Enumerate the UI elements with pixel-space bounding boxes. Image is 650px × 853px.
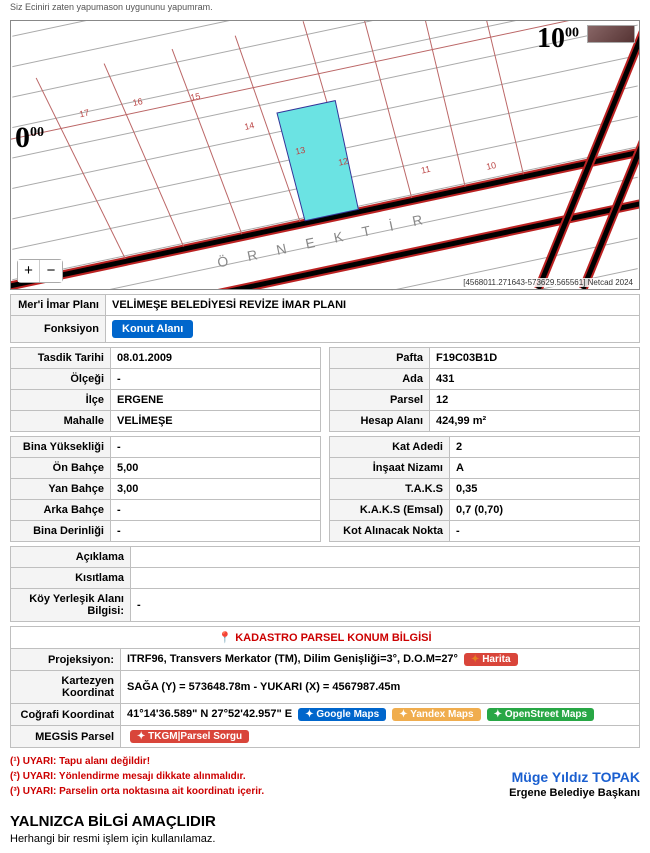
table-val: 431 [430,369,640,390]
plan-table: Mer'i İmar Planı VELİMEŞE BELEDİYESİ REV… [10,294,640,343]
table-val: 3,00 [111,479,321,500]
table-lbl: Tasdik Tarihi [11,348,111,369]
table-val: - [111,521,321,542]
tkgm-pill[interactable]: ✦ TKGM|Parsel Sorgu [130,730,249,743]
proj-lbl: Projeksiyon: [11,649,121,671]
kart-val: SAĞA (Y) = 573648.78m - YUKARI (X) = 456… [121,671,640,704]
map-label-0: 000 [15,121,44,155]
table-val: - [111,500,321,521]
details-left-2: Bina Yüksekliği- Ön Bahçe5,00 Yan Bahçe3… [10,436,321,542]
meri-label: Mer'i İmar Planı [11,295,106,316]
kart-lbl: Kartezyen Koordinat [11,671,121,704]
google-maps-pill[interactable]: ✦ Google Maps [298,708,386,721]
table-lbl: İlçe [11,390,111,411]
table-val: 0,7 (0,70) [450,500,640,521]
location-icon: 📍 [218,632,232,644]
disclaimer-heading: YALNIZCA BİLGİ AMAÇLIDIR [10,813,640,830]
table-val: 2 [450,437,640,458]
proj-val: ITRF96, Transvers Merkator (TM), Dilim G… [121,649,640,671]
map-panel[interactable]: Ö R N E K T İ R 17 16 15 14 13 12 11 10 … [10,20,640,290]
table-lbl: Ön Bahçe [11,458,111,479]
details-left-1: Tasdik Tarihi08.01.2009 Ölçeği- İlçeERGE… [10,347,321,432]
map-thumbnail[interactable] [587,25,635,43]
table-val: ERGENE [111,390,321,411]
table-lbl: Yan Bahçe [11,479,111,500]
harita-pill[interactable]: ✦ Harita [464,653,518,666]
top-status-text: Siz Eciniri zaten yapumason uygununu yap… [10,2,640,12]
coord-val: 41°14'36.589" N 27°52'42.957" E ✦ Google… [121,704,640,726]
map-svg: Ö R N E K T İ R 17 16 15 14 13 12 11 10 … [11,21,639,289]
extra-table: Açıklama Kısıtlama Köy Yerleşik Alanı Bi… [10,546,640,622]
table-lbl: Ada [330,369,430,390]
osm-pill[interactable]: ✦ OpenStreet Maps [487,708,594,721]
table-val [131,547,640,568]
table-val: A [450,458,640,479]
table-val: 08.01.2009 [111,348,321,369]
table-val: F19C03B1D [430,348,640,369]
table-val [131,568,640,589]
table-val: - [111,369,321,390]
details-right-2: Kat Adedi2 İnşaat NizamıA T.A.K.S0,35 K.… [329,436,640,542]
map-label-10: 1000 [537,23,579,55]
fonksiyon-cell: Konut Alanı [106,316,640,343]
signer-name: Müge Yıldız TOPAK [509,769,640,785]
table-lbl: K.A.K.S (Emsal) [330,500,450,521]
cadastre-header: 📍 KADASTRO PARSEL KONUM BİLGİSİ [11,627,640,649]
signer-title: Ergene Belediye Başkanı [509,787,640,799]
table-lbl: T.A.K.S [330,479,450,500]
table-val: 424,99 m² [430,411,640,432]
disclaimer: YALNIZCA BİLGİ AMAÇLIDIR Herhangi bir re… [10,813,640,845]
table-lbl: Pafta [330,348,430,369]
cadastre-table: 📍 KADASTRO PARSEL KONUM BİLGİSİ Projeksi… [10,626,640,748]
fonksiyon-badge[interactable]: Konut Alanı [112,320,193,338]
megsis-lbl: MEGSİS Parsel [11,726,121,748]
table-val: - [111,437,321,458]
table-lbl: Parsel [330,390,430,411]
table-lbl: Kısıtlama [11,568,131,589]
signature-block: Müge Yıldız TOPAK Ergene Belediye Başkan… [509,769,640,799]
table-lbl: Bina Yüksekliği [11,437,111,458]
table-lbl: Açıklama [11,547,131,568]
table-lbl: Köy Yerleşik Alanı Bilgisi: [11,589,131,622]
table-val: VELİMEŞE [111,411,321,432]
coord-lbl: Coğrafi Koordinat [11,704,121,726]
meri-value: VELİMEŞE BELEDİYESİ REVİZE İMAR PLANI [106,295,640,316]
svg-text:17: 17 [78,107,90,119]
svg-text:13: 13 [294,145,306,157]
svg-text:12: 12 [337,156,349,168]
table-lbl: Ölçeği [11,369,111,390]
details-right-1: PaftaF19C03B1D Ada431 Parsel12 Hesap Ala… [329,347,640,432]
svg-text:14: 14 [243,120,255,132]
yandex-maps-pill[interactable]: ✦ Yandex Maps [392,708,480,721]
svg-text:10: 10 [485,160,497,172]
table-val: - [450,521,640,542]
megsis-val: ✦ TKGM|Parsel Sorgu [121,726,640,748]
zoom-in-button[interactable]: + [18,260,40,282]
svg-text:16: 16 [132,96,144,108]
disclaimer-text: Herhangi bir resmi işlem için kullanılam… [10,833,640,845]
table-lbl: Arka Bahçe [11,500,111,521]
table-lbl: İnşaat Nizamı [330,458,450,479]
zoom-out-button[interactable]: − [40,260,62,282]
table-val: 0,35 [450,479,640,500]
table-lbl: Mahalle [11,411,111,432]
svg-text:15: 15 [190,91,202,103]
map-footer-text: [4568011.271643-573629.565561] Netcad 20… [461,278,635,287]
table-val: 12 [430,390,640,411]
warnings-block: (¹) UYARI: Tapu alanı değildir! (²) UYAR… [10,754,264,799]
zoom-control: + − [17,259,63,283]
fonksiyon-label: Fonksiyon [11,316,106,343]
table-lbl: Bina Derinliği [11,521,111,542]
table-lbl: Kat Adedi [330,437,450,458]
table-lbl: Kot Alınacak Nokta [330,521,450,542]
table-lbl: Hesap Alanı [330,411,430,432]
table-val: 5,00 [111,458,321,479]
table-val: - [131,589,640,622]
